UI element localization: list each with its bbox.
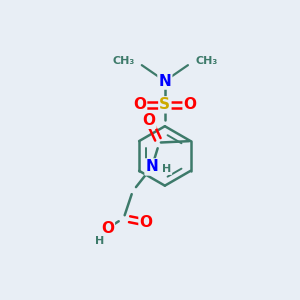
Text: O: O xyxy=(184,97,196,112)
Text: H: H xyxy=(162,164,172,174)
Text: H: H xyxy=(95,236,105,246)
Text: O: O xyxy=(133,97,146,112)
Text: N: N xyxy=(146,159,158,174)
Text: O: O xyxy=(101,221,114,236)
Text: CH₃: CH₃ xyxy=(112,56,134,66)
Text: O: O xyxy=(140,215,152,230)
Text: O: O xyxy=(142,113,155,128)
Text: CH₃: CH₃ xyxy=(195,56,218,66)
Text: N: N xyxy=(158,74,171,88)
Text: S: S xyxy=(159,97,170,112)
